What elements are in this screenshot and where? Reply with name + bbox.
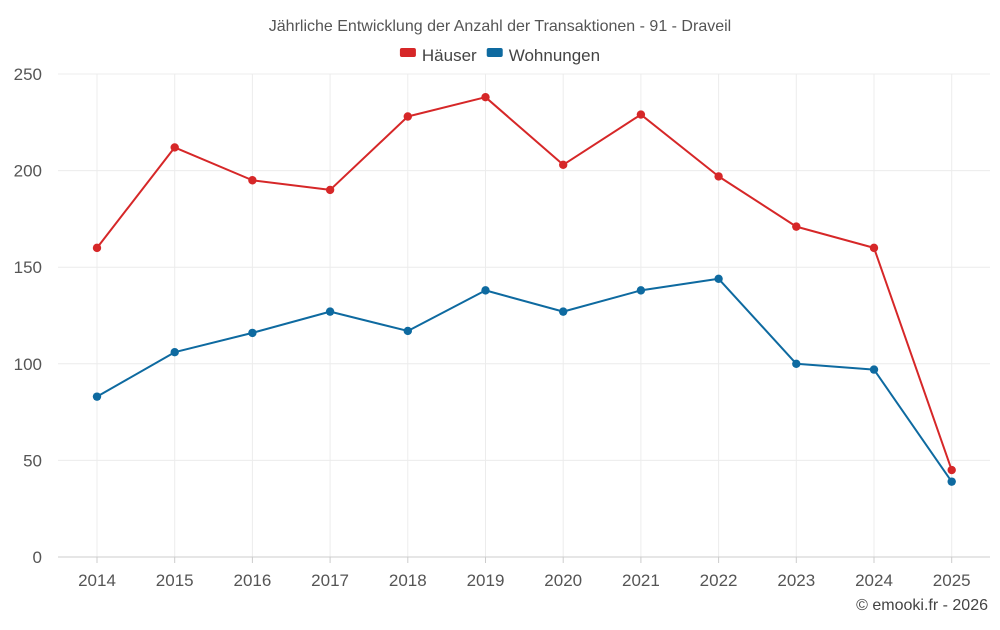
data-point-0[interactable] [559, 160, 568, 170]
x-tick-label: 2019 [467, 571, 505, 590]
legend-label: Häuser [422, 46, 477, 65]
data-point-1[interactable] [92, 392, 102, 401]
data-point-0[interactable] [869, 243, 879, 253]
x-tick-label: 2014 [78, 571, 116, 590]
series-layer [92, 92, 956, 486]
legend-item-0[interactable]: Häuser [399, 46, 477, 65]
x-tick-label: 2018 [389, 571, 427, 590]
data-point-0[interactable] [481, 92, 490, 102]
legend-item-1[interactable]: Wohnungen [486, 46, 600, 65]
data-point-1[interactable] [636, 286, 646, 295]
x-tick-label: 2020 [544, 571, 582, 590]
data-point-0[interactable] [92, 243, 102, 253]
y-tick-label: 50 [23, 451, 42, 470]
grid [58, 73, 990, 557]
y-tick-label: 100 [14, 355, 42, 374]
x-tick-label: 2022 [700, 571, 738, 590]
data-point-1[interactable] [947, 477, 956, 486]
data-point-0[interactable] [636, 110, 646, 119]
x-tick-label: 2024 [855, 571, 893, 590]
y-tick-label: 150 [14, 258, 42, 277]
y-tick-label: 200 [14, 162, 42, 181]
x-tick-label: 2023 [777, 571, 815, 590]
series-line-1 [96, 277, 953, 483]
legend: Häuser Wohnungen [399, 46, 600, 65]
x-tick-label: 2016 [233, 571, 271, 590]
data-point-1[interactable] [403, 326, 412, 336]
axes: 0 50 100 150 200 250 2014 2015 2016 2017 2018 2019 2… [14, 65, 990, 590]
y-tick-label: 250 [14, 65, 42, 84]
data-point-0[interactable] [170, 143, 179, 152]
series-line-0 [96, 96, 953, 471]
data-point-1[interactable] [481, 286, 490, 295]
legend-swatch [399, 48, 416, 57]
data-point-1[interactable] [325, 307, 335, 316]
credit-text: © emooki.fr - 2026 [856, 597, 988, 614]
data-point-1[interactable] [559, 307, 568, 316]
chart-title: Jährliche Entwicklung der Anzahl der Tra… [269, 18, 731, 35]
y-tick-label: 0 [33, 548, 42, 567]
data-point-0[interactable] [325, 185, 335, 195]
x-tick-label: 2017 [311, 571, 349, 590]
legend-swatch [486, 48, 503, 57]
data-point-1[interactable] [714, 274, 723, 283]
data-point-0[interactable] [403, 112, 412, 121]
x-tick-label: 2025 [933, 571, 971, 590]
data-point-1[interactable] [869, 365, 879, 374]
data-point-1[interactable] [248, 328, 257, 338]
data-point-0[interactable] [792, 222, 801, 231]
data-point-1[interactable] [170, 348, 179, 357]
x-tick-label: 2015 [156, 571, 194, 590]
x-tick-label: 2021 [622, 571, 660, 590]
data-point-1[interactable] [792, 359, 801, 368]
data-point-0[interactable] [248, 176, 257, 185]
data-point-0[interactable] [714, 172, 723, 181]
data-point-0[interactable] [947, 465, 956, 475]
legend-label: Wohnungen [509, 46, 600, 65]
